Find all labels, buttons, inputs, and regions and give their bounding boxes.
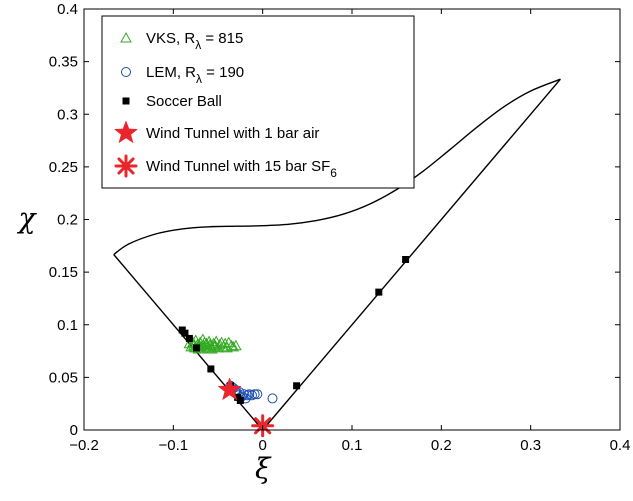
series-soccer-ball [178,255,410,405]
soccer-ball-point [402,255,410,263]
legend-label-wind-tunnel-with-1-bar-air: Wind Tunnel with 1 bar air [146,125,319,142]
legend-label-subscript: 6 [330,166,337,180]
upper-boundary-curve [113,78,561,256]
lem-r-point [252,389,263,400]
x-tick-label: 0 [258,437,266,454]
legend-label-text: Soccer Ball [146,93,222,110]
vks-r-point [207,337,220,349]
legend-marker-lem-r [121,67,131,77]
x-tick-label: 0.3 [520,437,541,454]
y-tick-label: 0.15 [49,264,78,281]
y-tick-label: 0.1 [57,317,78,334]
vks-r-point [204,338,216,350]
legend-label-vks-r: VKS, Rλ = 815 [146,30,243,52]
y-tick-label: 0.05 [49,369,78,386]
legend-box [101,15,415,189]
soccer-ball-point [236,397,244,405]
lem-r-point [249,389,260,400]
lem-r-point [267,393,278,404]
legend-label-wind-tunnel-with-15-bar-sf: Wind Tunnel with 15 bar SF6 [146,158,337,180]
vks-r-point [230,339,242,351]
legend-label-suffix: = 815 [201,30,243,47]
x-tick-label: −0.1 [159,437,189,454]
soccer-ball-point [293,382,301,390]
legend-label-lem-r: LEM, Rλ = 190 [146,64,244,86]
soccer-ball-point [185,334,193,342]
right-boundary-line [262,78,561,431]
legend-label-subscript: λ [195,38,201,52]
legend-label-text: Wind Tunnel with 15 bar SF [146,158,330,175]
y-tick-label: 0 [70,422,78,439]
series-wind-tunnel-with-1-bar-air [217,377,242,401]
y-tick-label: 0.25 [49,159,78,176]
legend-marker-wind-tunnel-with-1-bar-air [113,120,139,144]
y-axis-label: χ [17,202,38,235]
vks-r-point [209,339,222,351]
axis-ticks: −0.2 −0.1 0 0.1 0.2 0.3 0.4 0 0.05 0.1 0.15 0.2 0.25… [49,1,631,454]
wind-tunnel-with-1-bar-air-point [217,377,242,401]
vks-r-point [198,336,211,348]
legend-marker-vks-r [120,31,132,43]
legend-marker-wind-tunnel-with-15-bar-sf [114,154,138,178]
data-marks [178,255,410,438]
x-tick-label: 0.4 [610,437,631,454]
vks-r-point [221,341,233,353]
soccer-ball-point [207,365,215,373]
legend-label-text: LEM, R [146,64,196,81]
soccer-ball-point [181,329,189,337]
series-vks-r [183,333,242,354]
legend-label-text: Wind Tunnel with 1 bar air [146,125,319,142]
soccer-ball-point [193,344,201,352]
y-tick-label: 0.2 [57,212,78,229]
x-axis-label: ξ [255,452,272,485]
y-tick-label: 0.4 [57,1,78,18]
legend-label-suffix: = 190 [202,64,244,81]
y-tick-label: 0.3 [57,106,78,123]
legend-label-text: VKS, R [146,30,195,47]
legend-label-soccer-ball: Soccer Ball [146,93,222,110]
legend-marker-soccer-ball [122,97,130,105]
x-tick-label: 0.2 [431,437,452,454]
asterisk-arm [117,157,135,175]
soccer-ball-point [375,288,383,296]
x-tick-label: 0.1 [342,437,363,454]
vks-r-point [227,340,240,352]
legend-label-subscript: λ [196,72,202,86]
y-tick-label: 0.35 [49,54,78,71]
x-tick-label: −0.2 [69,437,99,454]
